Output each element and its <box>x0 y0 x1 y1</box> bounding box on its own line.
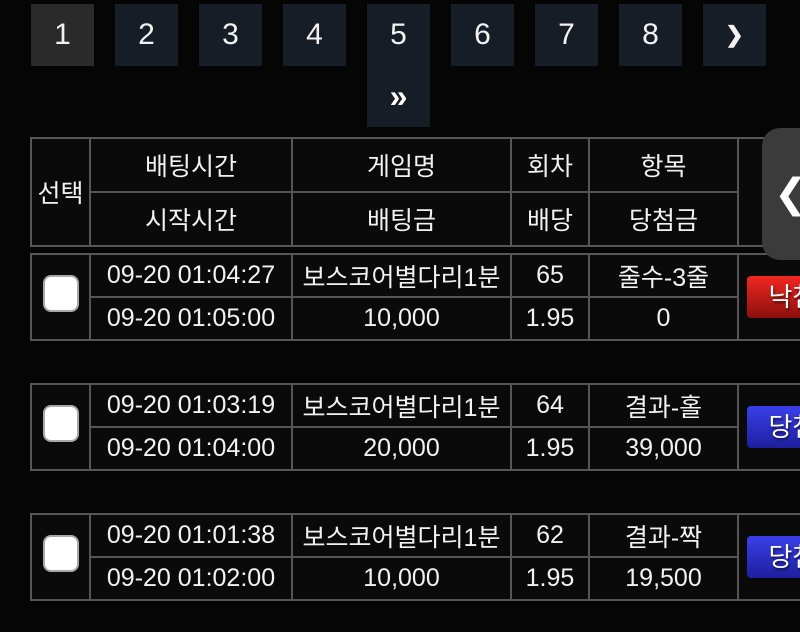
page-button-6[interactable]: 6 <box>451 4 514 66</box>
odds-cell: 1.95 <box>510 426 590 471</box>
select-cell <box>30 383 91 471</box>
game-cell: 보스코어별다리1분 <box>291 253 512 298</box>
double-chevron-right-icon: » <box>389 78 408 114</box>
status-cell: 당첨 <box>737 383 800 471</box>
chevron-right-icon: ❯ <box>725 22 744 47</box>
win-amount-cell: 0 <box>588 296 739 341</box>
status-badge: 당첨 <box>746 536 800 578</box>
page-button-7[interactable]: 7 <box>535 4 598 66</box>
win-amount-cell: 19,500 <box>588 556 739 601</box>
bet-amount-cell: 10,000 <box>291 296 512 341</box>
status-cell: 당첨 <box>737 513 800 601</box>
header-odds: 배당 <box>510 191 590 247</box>
win-amount-cell: 39,000 <box>588 426 739 471</box>
page-button-5[interactable]: 5 <box>367 4 430 66</box>
odds-cell: 1.95 <box>510 296 590 341</box>
bet-row-group: 09-20 01:01:38 보스코어별다리1분 62 결과-짝 당첨 09-2… <box>30 513 800 601</box>
header-round: 회차 <box>510 137 590 193</box>
start-time-cell: 09-20 01:05:00 <box>89 296 293 341</box>
item-cell: 결과-짝 <box>588 513 739 558</box>
header-start-time: 시작시간 <box>89 191 293 247</box>
bet-history-header: 선택 배팅시간 게임명 회차 항목 상태 시작시간 배팅금 배당 당첨금 <box>30 137 800 247</box>
header-item: 항목 <box>588 137 739 193</box>
status-badge: 당첨 <box>746 406 800 448</box>
bet-time-cell: 09-20 01:04:27 <box>89 253 293 298</box>
select-cell <box>30 513 91 601</box>
next-page-button[interactable]: ❯ <box>703 4 766 66</box>
game-cell: 보스코어별다리1분 <box>291 513 512 558</box>
side-panel-toggle[interactable]: ❮ <box>762 128 800 260</box>
header-game: 게임명 <box>291 137 512 193</box>
header-bet-amount: 배팅금 <box>291 191 512 247</box>
row-checkbox[interactable] <box>42 535 79 572</box>
bet-time-cell: 09-20 01:03:19 <box>89 383 293 428</box>
page-button-4[interactable]: 4 <box>283 4 346 66</box>
round-cell: 64 <box>510 383 590 428</box>
chevron-left-icon: ❮ <box>774 174 800 214</box>
row-checkbox[interactable] <box>42 405 79 442</box>
row-checkbox[interactable] <box>42 275 79 312</box>
header-win-amount: 당첨금 <box>588 191 739 247</box>
item-cell: 줄수-3줄 <box>588 253 739 298</box>
odds-cell: 1.95 <box>510 556 590 601</box>
start-time-cell: 09-20 01:04:00 <box>89 426 293 471</box>
bet-row-group: 09-20 01:04:27 보스코어별다리1분 65 줄수-3줄 낙첨 09-… <box>30 253 800 341</box>
bet-time-cell: 09-20 01:01:38 <box>89 513 293 558</box>
header-select: 선택 <box>30 137 91 247</box>
game-cell: 보스코어별다리1분 <box>291 383 512 428</box>
select-cell <box>30 253 91 341</box>
status-badge: 낙첨 <box>746 276 800 318</box>
page-button-1[interactable]: 1 <box>31 4 94 66</box>
round-cell: 65 <box>510 253 590 298</box>
bet-amount-cell: 20,000 <box>291 426 512 471</box>
item-cell: 결과-홀 <box>588 383 739 428</box>
status-cell: 낙첨 <box>737 253 800 341</box>
start-time-cell: 09-20 01:02:00 <box>89 556 293 601</box>
bet-amount-cell: 10,000 <box>291 556 512 601</box>
round-cell: 62 <box>510 513 590 558</box>
bet-row-group: 09-20 01:03:19 보스코어별다리1분 64 결과-홀 당첨 09-2… <box>30 383 800 471</box>
page-button-8[interactable]: 8 <box>619 4 682 66</box>
last-page-button[interactable]: » <box>367 66 430 127</box>
page-button-3[interactable]: 3 <box>199 4 262 66</box>
page-button-2[interactable]: 2 <box>115 4 178 66</box>
pagination: 1 2 3 4 5 6 7 8 ❯ <box>31 4 766 66</box>
header-bet-time: 배팅시간 <box>89 137 293 193</box>
